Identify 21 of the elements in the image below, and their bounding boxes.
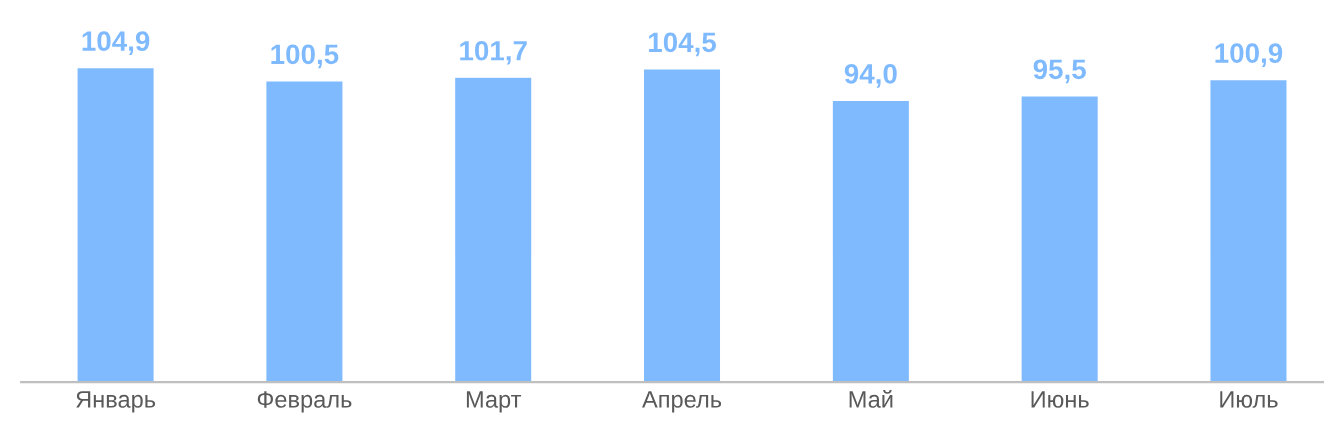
x-tick-label: Март — [466, 391, 522, 413]
bar — [453, 76, 533, 383]
data-label: 101,7 — [460, 40, 527, 65]
x-tick-label: Май — [849, 390, 893, 408]
x-tick-label: Июль — [1220, 391, 1278, 408]
x-tick-label: Февраль — [257, 391, 352, 413]
data-label: 104,9 — [82, 31, 150, 55]
bar — [1020, 95, 1100, 383]
bar — [831, 99, 911, 383]
data-label: 104,5 — [649, 32, 717, 57]
data-label: 95,5 — [1033, 59, 1086, 84]
data-label: 100,9 — [1215, 43, 1283, 67]
bar — [76, 66, 155, 383]
bar — [642, 68, 722, 383]
data-label: 100,5 — [271, 44, 339, 69]
data-label: 94,0 — [844, 63, 897, 88]
x-tick-label: Январь — [76, 391, 156, 413]
bar — [265, 80, 344, 383]
x-tick-label: Июнь — [1031, 391, 1089, 408]
bar — [1209, 78, 1288, 383]
x-tick-label: Апрель — [642, 391, 722, 413]
